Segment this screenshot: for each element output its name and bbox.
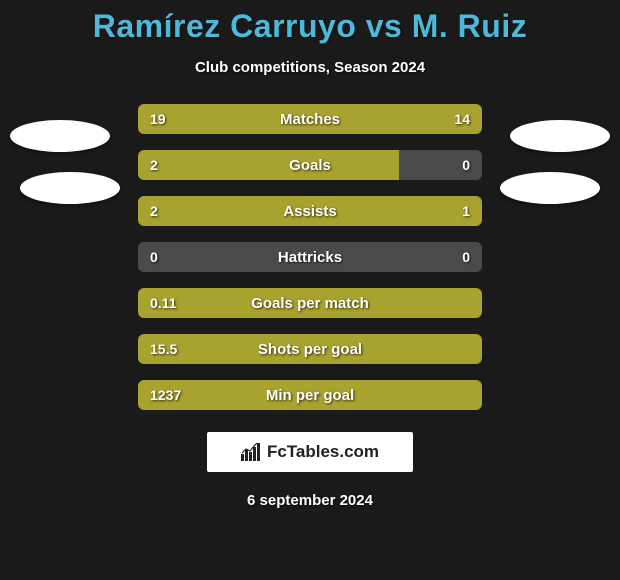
player-left-avatar-2: [20, 172, 120, 204]
player-left-avatar-1: [10, 120, 110, 152]
header: Ramírez Carruyo vs M. Ruiz Club competit…: [0, 0, 620, 76]
page-title: Ramírez Carruyo vs M. Ruiz: [0, 8, 620, 45]
stats-container: 1914Matches 20Goals 21Assists 00Hattricks 0.…: [138, 104, 482, 410]
stat-label: Hattricks: [138, 249, 482, 266]
stat-row: 15.5Shots per goal: [138, 334, 482, 364]
brand-badge: FcTables.com: [207, 432, 413, 472]
stat-row: 1914Matches: [138, 104, 482, 134]
stat-label: Assists: [138, 203, 482, 220]
brand-text: FcTables.com: [267, 442, 379, 462]
bar-chart-icon: [241, 443, 261, 461]
footer-date: 6 september 2024: [0, 492, 620, 509]
player-right-avatar-1: [510, 120, 610, 152]
stat-row: 21Assists: [138, 196, 482, 226]
stat-label: Goals: [138, 157, 482, 174]
stat-row: 0.11Goals per match: [138, 288, 482, 318]
stat-label: Goals per match: [138, 295, 482, 312]
stat-row: 00Hattricks: [138, 242, 482, 272]
subtitle: Club competitions, Season 2024: [0, 59, 620, 76]
stat-label: Shots per goal: [138, 341, 482, 358]
player-right-avatar-2: [500, 172, 600, 204]
stat-row: 1237Min per goal: [138, 380, 482, 410]
stat-label: Min per goal: [138, 387, 482, 404]
stat-label: Matches: [138, 111, 482, 128]
stat-row: 20Goals: [138, 150, 482, 180]
